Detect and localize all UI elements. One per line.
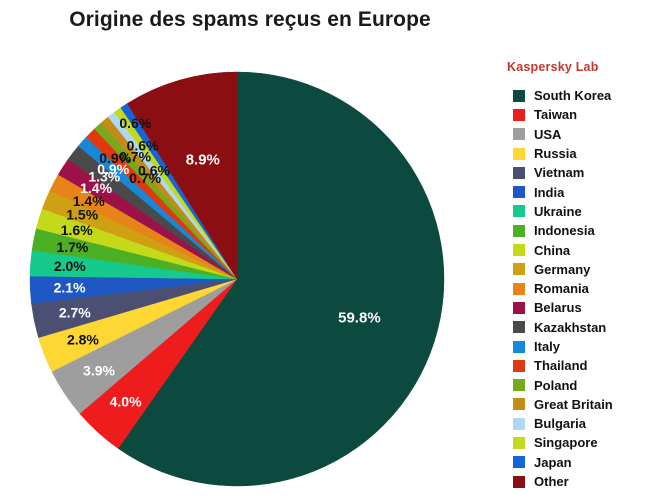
pie-slices-group — [29, 71, 445, 487]
legend-item[interactable]: Taiwan — [505, 105, 650, 124]
legend-item[interactable]: Poland — [505, 375, 650, 394]
legend-color-swatch — [513, 224, 525, 237]
legend-item-label: Belarus — [534, 300, 582, 316]
legend-item-label: Poland — [534, 377, 578, 393]
legend-item[interactable]: Kazakhstan — [505, 318, 650, 337]
legend: Kaspersky Lab South Korea Taiwan USA Russia… — [505, 60, 650, 491]
legend-list: South Korea Taiwan USA Russia Vietnam India Uk… — [505, 86, 650, 491]
legend-item-label: Taiwan — [534, 107, 578, 123]
pie-slice-label: 0.9% — [99, 150, 131, 166]
legend-item[interactable]: Other — [505, 472, 650, 491]
pie-slice-label: 0.6% — [119, 115, 151, 131]
legend-color-swatch — [513, 321, 525, 334]
legend-color-swatch — [513, 475, 525, 488]
pie-slice[interactable] — [126, 71, 238, 280]
legend-item[interactable]: USA — [505, 125, 650, 144]
pie-slice-label: 2.7% — [59, 304, 91, 320]
legend-item[interactable]: Italy — [505, 337, 650, 356]
legend-item-label: Indonesia — [534, 223, 595, 239]
legend-color-swatch — [513, 436, 525, 449]
legend-color-swatch — [513, 89, 525, 102]
pie-slice-label: 0.6% — [138, 163, 170, 179]
legend-item[interactable]: Ukraine — [505, 202, 650, 221]
legend-item-label: Germany — [534, 261, 591, 277]
legend-item[interactable]: Germany — [505, 260, 650, 279]
legend-color-swatch — [513, 166, 525, 179]
pie-chart-canvas: 59.8% 4.0% 3.9% 2.8% 2.7% 2.1% 2.0% 1.7%1.6%1.5… — [29, 71, 445, 487]
pie-labels-group: 59.8% 4.0% 3.9% 2.8% 2.7% 2.1% 2.0% 1.7%1.6%1.5… — [54, 115, 381, 410]
legend-color-swatch — [513, 108, 525, 121]
legend-item-label: Thailand — [534, 358, 588, 374]
legend-color-swatch — [513, 205, 525, 218]
pie-slice-label: 8.9% — [186, 152, 220, 169]
pie-slice-label: 1.4% — [73, 193, 105, 209]
pie-slice-label: 3.9% — [83, 363, 115, 379]
pie-slice-label: 2.1% — [54, 280, 86, 296]
pie-slice-label: 1.3% — [88, 169, 120, 185]
pie-slice-label: 0.7% — [119, 148, 151, 164]
legend-item[interactable]: Belarus — [505, 298, 650, 317]
pie-chart: 59.8% 4.0% 3.9% 2.8% 2.7% 2.1% 2.0% 1.7% 1.6% 1.5… — [0, 55, 490, 500]
pie-slice-label: 1.5% — [66, 207, 98, 223]
legend-item[interactable]: Great Britain — [505, 395, 650, 414]
pie-slice-label: 1.7% — [56, 239, 88, 255]
legend-item-label: Kazakhstan — [534, 319, 607, 335]
legend-color-swatch — [513, 301, 525, 314]
legend-item[interactable]: Indonesia — [505, 221, 650, 240]
pie-slice-label: 0.7% — [129, 170, 161, 186]
pie-slice-label: 0.6% — [127, 137, 159, 153]
legend-item[interactable]: India — [505, 182, 650, 201]
legend-item-label: Vietnam — [534, 165, 585, 181]
pie-slice-label: 2.0% — [54, 258, 86, 274]
legend-item[interactable]: Romania — [505, 279, 650, 298]
legend-item[interactable]: Russia — [505, 144, 650, 163]
legend-item[interactable]: Thailand — [505, 356, 650, 375]
legend-item[interactable]: Vietnam — [505, 163, 650, 182]
legend-item-label: Singapore — [534, 435, 598, 451]
legend-color-swatch — [513, 359, 525, 372]
pie-slice-label: 4.0% — [110, 394, 142, 410]
page-title: Origine des spams reçus en Europe — [69, 8, 431, 31]
legend-item-label: Japan — [534, 454, 572, 470]
legend-color-swatch — [513, 186, 525, 199]
legend-item[interactable]: Japan — [505, 453, 650, 472]
legend-item[interactable]: Bulgaria — [505, 414, 650, 433]
legend-item-label: India — [534, 184, 565, 200]
legend-color-swatch — [513, 417, 525, 430]
legend-item-label: Other — [534, 474, 569, 490]
legend-brand-label: Kaspersky Lab — [507, 60, 599, 74]
legend-item-label: USA — [534, 126, 562, 142]
legend-color-swatch — [513, 379, 525, 392]
pie-slice-label: 59.8% — [338, 310, 381, 327]
legend-color-swatch — [513, 340, 525, 353]
pie-slice-label: 2.8% — [67, 332, 99, 348]
legend-color-swatch — [513, 128, 525, 141]
legend-item-label: Bulgaria — [534, 416, 587, 432]
legend-item-label: Ukraine — [534, 203, 582, 219]
legend-color-swatch — [513, 147, 525, 160]
legend-item-label: South Korea — [534, 88, 612, 104]
pie-slice[interactable] — [117, 71, 445, 487]
legend-color-swatch — [513, 398, 525, 411]
legend-item-label: Great Britain — [534, 396, 613, 412]
legend-color-swatch — [513, 456, 525, 469]
pie-slice-label: 1.6% — [61, 222, 93, 238]
legend-item-label: Romania — [534, 281, 589, 297]
legend-color-swatch — [513, 263, 525, 276]
legend-item[interactable]: China — [505, 240, 650, 259]
legend-color-swatch — [513, 244, 525, 257]
legend-color-swatch — [513, 282, 525, 295]
legend-item-label: Italy — [534, 339, 561, 354]
legend-item[interactable]: South Korea — [505, 86, 650, 105]
legend-item[interactable]: Singapore — [505, 433, 650, 452]
pie-slice-label: 1.4% — [80, 180, 112, 196]
legend-item-label: Russia — [534, 146, 577, 162]
legend-item-label: China — [534, 242, 571, 258]
pie-slice-label: 0.9% — [97, 161, 129, 177]
